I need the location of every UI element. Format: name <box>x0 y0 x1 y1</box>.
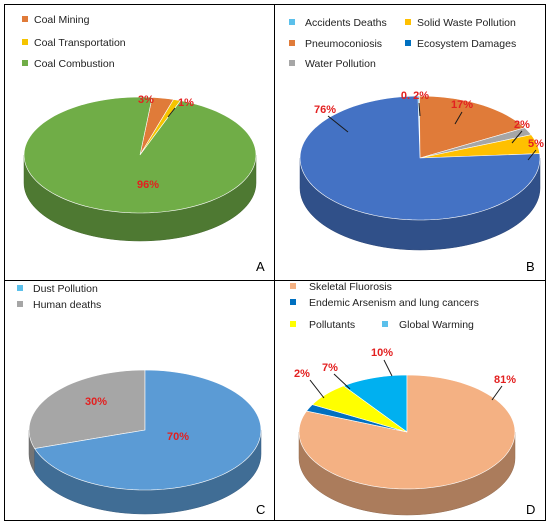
panel-d: 10% 81% 2% 7% <box>294 347 516 516</box>
legend-swatch-pneumoconiosis <box>289 40 295 46</box>
leader-line-skeletal-fluorosis <box>491 385 503 401</box>
pie-slice-coal-combustion <box>23 96 257 214</box>
data-label-ecosystem-damages: 76% <box>314 104 336 116</box>
panel-letter-c: C <box>256 502 265 517</box>
data-label-coal-combustion: 96% <box>137 179 159 191</box>
legend-swatch-coal-transportation <box>22 39 28 45</box>
data-label-accidents-deaths: 0. 2% <box>401 90 429 102</box>
data-label-pollutants: 7% <box>322 362 338 374</box>
leader-line-pollutants <box>333 373 351 390</box>
data-label-pneumoconiosis: 17% <box>451 99 473 111</box>
pie-slice-pollutants <box>311 385 408 433</box>
legend-swatch-endemic-arsenism <box>290 299 296 305</box>
legend-panel-d: Skeletal Fluorosis Endemic Arsenism and … <box>290 281 479 331</box>
panel-b: 0. 2% 17% 2% 5% 76% <box>299 90 544 251</box>
data-labels-c: 30% 70% <box>85 396 189 443</box>
legend-swatch-ecosystem-damages <box>405 40 411 46</box>
data-label-solid-waste-pollution: 5% <box>528 138 544 150</box>
legend-label-pneumoconiosis: Pneumoconiosis <box>305 38 382 50</box>
pie-slice-dust-pollution <box>34 369 262 491</box>
leader-line-pneumoconiosis <box>454 111 463 125</box>
pie-top-b <box>299 95 541 221</box>
data-label-dust-pollution: 70% <box>167 431 189 443</box>
leader-line-endemic-arsenism-and-lung-cancers <box>309 379 325 399</box>
pie-top-a <box>23 96 257 214</box>
pie-slice-global-warming <box>342 374 408 433</box>
data-labels-b: 0. 2% 17% 2% 5% 76% <box>314 90 544 161</box>
pie-slice-pneumoconiosis <box>419 95 526 159</box>
legend-label-accidents-deaths: Accidents Deaths <box>305 17 387 29</box>
leader-line-water-pollution <box>511 130 523 144</box>
legend-label-pollutants: Pollutants <box>309 319 355 331</box>
legend-swatch-coal-mining <box>22 16 28 22</box>
legend-swatch-pollutants <box>290 321 296 327</box>
legend-label-dust-pollution: Dust Pollution <box>33 283 98 295</box>
legend-label-solid-waste-pollution: Solid Waste Pollution <box>417 17 516 29</box>
legend-label-water-pollution: Water Pollution <box>305 58 376 70</box>
legend-label-skeletal-fluorosis: Skeletal Fluorosis <box>309 281 392 293</box>
legend-label-ecosystem-damages: Ecosystem Damages <box>417 38 516 50</box>
legend-swatch-global-warming <box>382 321 388 327</box>
panel-letter-a: A <box>256 259 265 274</box>
pie-top-d <box>298 374 516 490</box>
legend-swatch-human-deaths <box>17 301 23 307</box>
pie-slice-human-deaths <box>28 369 146 449</box>
legend-label-global-warming: Global Warming <box>399 319 474 331</box>
pie-slice-solid-waste-pollution <box>419 134 541 159</box>
legend-swatch-coal-combustion <box>22 60 28 66</box>
data-label-endemic-arsenism-and-lung-cancers: 2% <box>294 368 310 380</box>
panel-letter-d: D <box>526 502 535 517</box>
legend-label-coal-mining: Coal Mining <box>34 14 90 26</box>
pie-slice-ecosystem-damages <box>299 95 541 221</box>
data-label-coal-transportation: 1% <box>178 97 194 109</box>
data-label-skeletal-fluorosis: 81% <box>494 374 516 386</box>
legend-panel-b: Accidents Deaths Solid Waste Pollution P… <box>289 17 516 70</box>
leader-line-global-warming <box>383 359 393 377</box>
legend-panel-a: Coal Mining Coal Transportation Coal Com… <box>22 14 126 70</box>
legend-swatch-solid-waste-pollution <box>405 19 411 25</box>
data-label-coal-mining: 3% <box>138 94 154 106</box>
legend-label-endemic-arsenism: Endemic Arsenism and lung cancers <box>309 297 479 309</box>
legend-label-coal-combustion: Coal Combustion <box>34 58 115 70</box>
legend-swatch-water-pollution <box>289 60 295 66</box>
leader-line-solid-waste-pollution <box>527 149 537 161</box>
pie-top-c <box>28 369 262 491</box>
panel-letter-b: B <box>526 259 535 274</box>
panel-c: 30% 70% <box>28 369 262 515</box>
panel-a: 3% 1% 96% <box>23 94 257 242</box>
data-labels-d: 10% 81% 2% 7% <box>294 347 516 401</box>
leader-line-accidents-deaths <box>418 102 421 117</box>
leader-line-coal-transportation <box>167 107 176 118</box>
legend-swatch-accidents-deaths <box>289 19 295 25</box>
legend-swatch-dust-pollution <box>17 285 23 291</box>
data-label-human-deaths: 30% <box>85 396 107 408</box>
leader-line-ecosystem-damages <box>327 115 349 133</box>
data-labels-a: 3% 1% 96% <box>137 94 194 191</box>
data-label-water-pollution: 2% <box>514 119 530 131</box>
legend-panel-c: Dust Pollution Human deaths <box>17 283 101 311</box>
legend-label-coal-transportation: Coal Transportation <box>34 37 126 49</box>
data-label-global-warming: 10% <box>371 347 393 359</box>
legend-swatch-skeletal-fluorosis <box>290 283 296 289</box>
legend-label-human-deaths: Human deaths <box>33 299 101 311</box>
